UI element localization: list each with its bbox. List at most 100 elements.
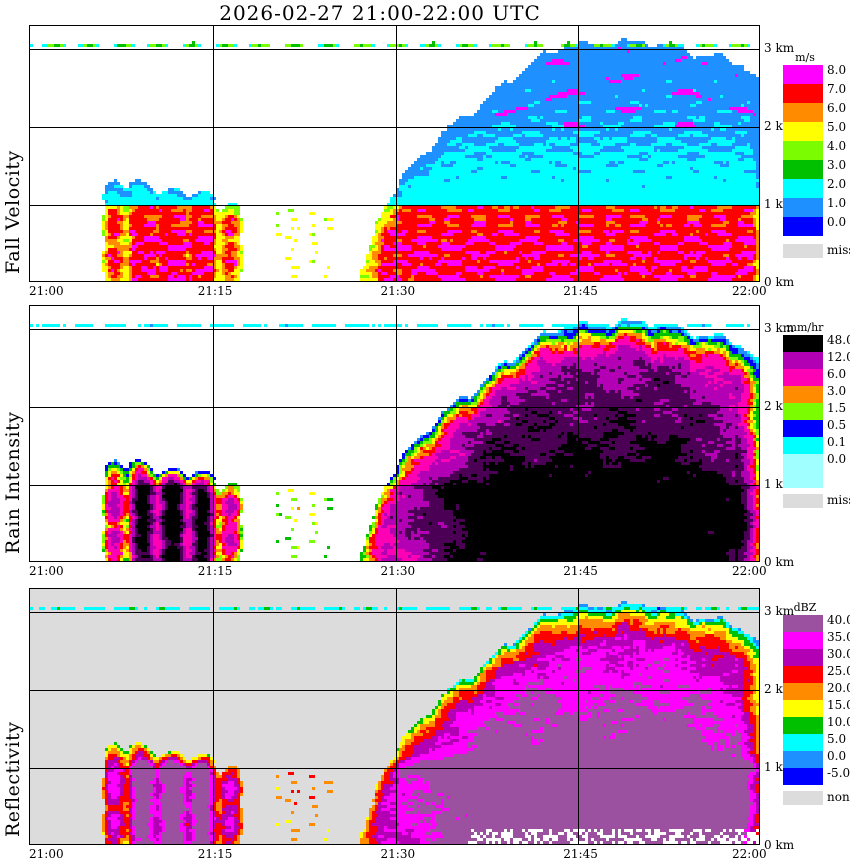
gridline-horizontal bbox=[30, 205, 759, 206]
xtick-label: 21:00 bbox=[29, 284, 64, 298]
xtick-label: 21:00 bbox=[29, 847, 64, 861]
xtick-label: 21:30 bbox=[380, 284, 416, 298]
gridline-vertical bbox=[396, 589, 397, 844]
gridline-horizontal bbox=[30, 127, 759, 128]
xtick-label: 21:45 bbox=[563, 284, 598, 298]
xtick-label: 21:30 bbox=[380, 564, 416, 578]
xtick-label: 21:15 bbox=[197, 284, 233, 298]
colorbar-reflectivity: dBZ 40.0 35.0 30.0 25.0 20.0 15.0 10.0 5.0 0.0 -5.… bbox=[783, 588, 850, 845]
colorbar-missing-swatch bbox=[783, 791, 823, 805]
colorbar-tick-label: 48.0 bbox=[827, 333, 850, 347]
colorbar-swatch bbox=[783, 632, 823, 649]
radar-field-rain-intensity bbox=[30, 306, 759, 561]
colorbar-units-rain-intensity: mm/hr bbox=[786, 321, 824, 334]
colorbar-tick-label: 4.0 bbox=[827, 139, 847, 153]
colorbar-swatch bbox=[783, 437, 823, 454]
colorbar-tick-label: 3.0 bbox=[827, 158, 847, 172]
colorbar-swatch bbox=[783, 160, 823, 179]
gridline-horizontal bbox=[30, 768, 759, 769]
colorbar-tick-label: 10.0 bbox=[827, 715, 850, 729]
panel-ylabel-fall-velocity: Fall Velocity bbox=[2, 150, 24, 274]
ytick-label: 0 km bbox=[764, 838, 795, 852]
ytick-label: 0 km bbox=[764, 275, 795, 289]
ytick-label: 3 km bbox=[764, 321, 795, 336]
colorbar-tick-label: 0.5 bbox=[827, 418, 847, 432]
colorbar-tick-label: 35.0 bbox=[827, 630, 850, 644]
colorbar-tick-label: 3.0 bbox=[827, 384, 847, 398]
colorbar-missing-label: miss bbox=[827, 243, 850, 257]
colorbar-swatch bbox=[783, 179, 823, 198]
plot-area-fall-velocity bbox=[29, 25, 760, 282]
colorbar-tick-label: 0.0 bbox=[827, 215, 847, 229]
colorbar-tick-label: 7.0 bbox=[827, 82, 847, 96]
colorbar-swatch bbox=[783, 751, 823, 768]
gridline-vertical bbox=[578, 26, 579, 281]
ytick-label: 3 km bbox=[764, 41, 795, 56]
colorbar-swatch bbox=[783, 683, 823, 700]
gridline-vertical bbox=[578, 589, 579, 844]
colorbar-swatch bbox=[783, 198, 823, 217]
colorbar-tick-label: 5.0 bbox=[827, 732, 847, 746]
colorbar-missing-swatch bbox=[783, 244, 823, 258]
colorbar-tick-label: 0.0 bbox=[827, 452, 847, 466]
ytick-label: 3 km bbox=[764, 604, 795, 619]
colorbar-swatch bbox=[783, 403, 823, 420]
radar-field-reflectivity bbox=[30, 589, 759, 844]
colorbar-tick-label: 30.0 bbox=[827, 647, 850, 661]
xtick-label: 21:30 bbox=[380, 847, 416, 861]
colorbar-swatch bbox=[783, 734, 823, 751]
gridline-vertical bbox=[213, 589, 214, 844]
colorbar-tick-label: 1.0 bbox=[827, 196, 847, 210]
xtick-label: 21:15 bbox=[197, 564, 233, 578]
colorbar-swatch bbox=[783, 122, 823, 141]
colorbar-tick-label: 12.0 bbox=[827, 350, 850, 364]
gridline-vertical bbox=[578, 306, 579, 561]
colorbar-units-reflectivity: dBZ bbox=[793, 601, 817, 614]
plot-area-rain-intensity bbox=[29, 305, 760, 562]
figure-title: 2026-02-27 21:00-22:00 UTC bbox=[219, 1, 541, 25]
colorbar-units-fall-velocity: m/s bbox=[795, 51, 815, 64]
panel-ylabel-rain-intensity: Rain Intensity bbox=[2, 411, 24, 554]
gridline-horizontal bbox=[30, 612, 759, 613]
colorbar-swatch bbox=[783, 649, 823, 666]
colorbar-swatch bbox=[783, 65, 823, 84]
xtick-label: 22:00 bbox=[732, 284, 767, 298]
colorbar-tick-label: 40.0 bbox=[827, 613, 850, 627]
colorbar-swatch bbox=[783, 700, 823, 717]
gridline-horizontal bbox=[30, 485, 759, 486]
colorbar-tick-label: 5.0 bbox=[827, 120, 847, 134]
colorbar-swatch bbox=[783, 666, 823, 683]
colorbar-swatch bbox=[783, 141, 823, 160]
gridline-horizontal bbox=[30, 49, 759, 50]
colorbar-missing-swatch bbox=[783, 494, 823, 508]
colorbar-tick-label: 15.0 bbox=[827, 698, 850, 712]
xtick-label: 21:45 bbox=[563, 564, 598, 578]
radar-field-fall-velocity bbox=[30, 26, 759, 281]
colorbar-swatch bbox=[783, 615, 823, 632]
colorbar-swatch bbox=[783, 352, 823, 369]
colorbar-swatch bbox=[783, 386, 823, 403]
colorbar-missing-label: miss bbox=[827, 493, 850, 507]
xtick-label: 22:00 bbox=[732, 847, 767, 861]
panel-ylabel-reflectivity: Reflectivity bbox=[2, 721, 24, 837]
colorbar-swatch bbox=[783, 369, 823, 386]
colorbar-tick-label: 1.5 bbox=[827, 401, 847, 415]
colorbar-tick-label: 2.0 bbox=[827, 177, 847, 191]
colorbar-swatch bbox=[783, 335, 823, 352]
gridline-horizontal bbox=[30, 690, 759, 691]
colorbar-fall-velocity: m/s 8.0 7.0 6.0 5.0 4.0 3.0 2.0 1.0 0.0 miss bbox=[783, 25, 850, 282]
colorbar-swatch bbox=[783, 768, 823, 785]
gridline-vertical bbox=[396, 306, 397, 561]
colorbar-tick-label: 20.0 bbox=[827, 681, 850, 695]
colorbar-tick-label: 25.0 bbox=[827, 664, 850, 678]
xtick-label: 21:45 bbox=[563, 847, 598, 861]
gridline-vertical bbox=[396, 26, 397, 281]
colorbar-tick-label: 6.0 bbox=[827, 101, 847, 115]
gridline-vertical bbox=[213, 306, 214, 561]
colorbar-swatch bbox=[783, 454, 823, 471]
gridline-horizontal bbox=[30, 329, 759, 330]
xtick-label: 21:00 bbox=[29, 564, 64, 578]
colorbar-tick-label: 6.0 bbox=[827, 367, 847, 381]
